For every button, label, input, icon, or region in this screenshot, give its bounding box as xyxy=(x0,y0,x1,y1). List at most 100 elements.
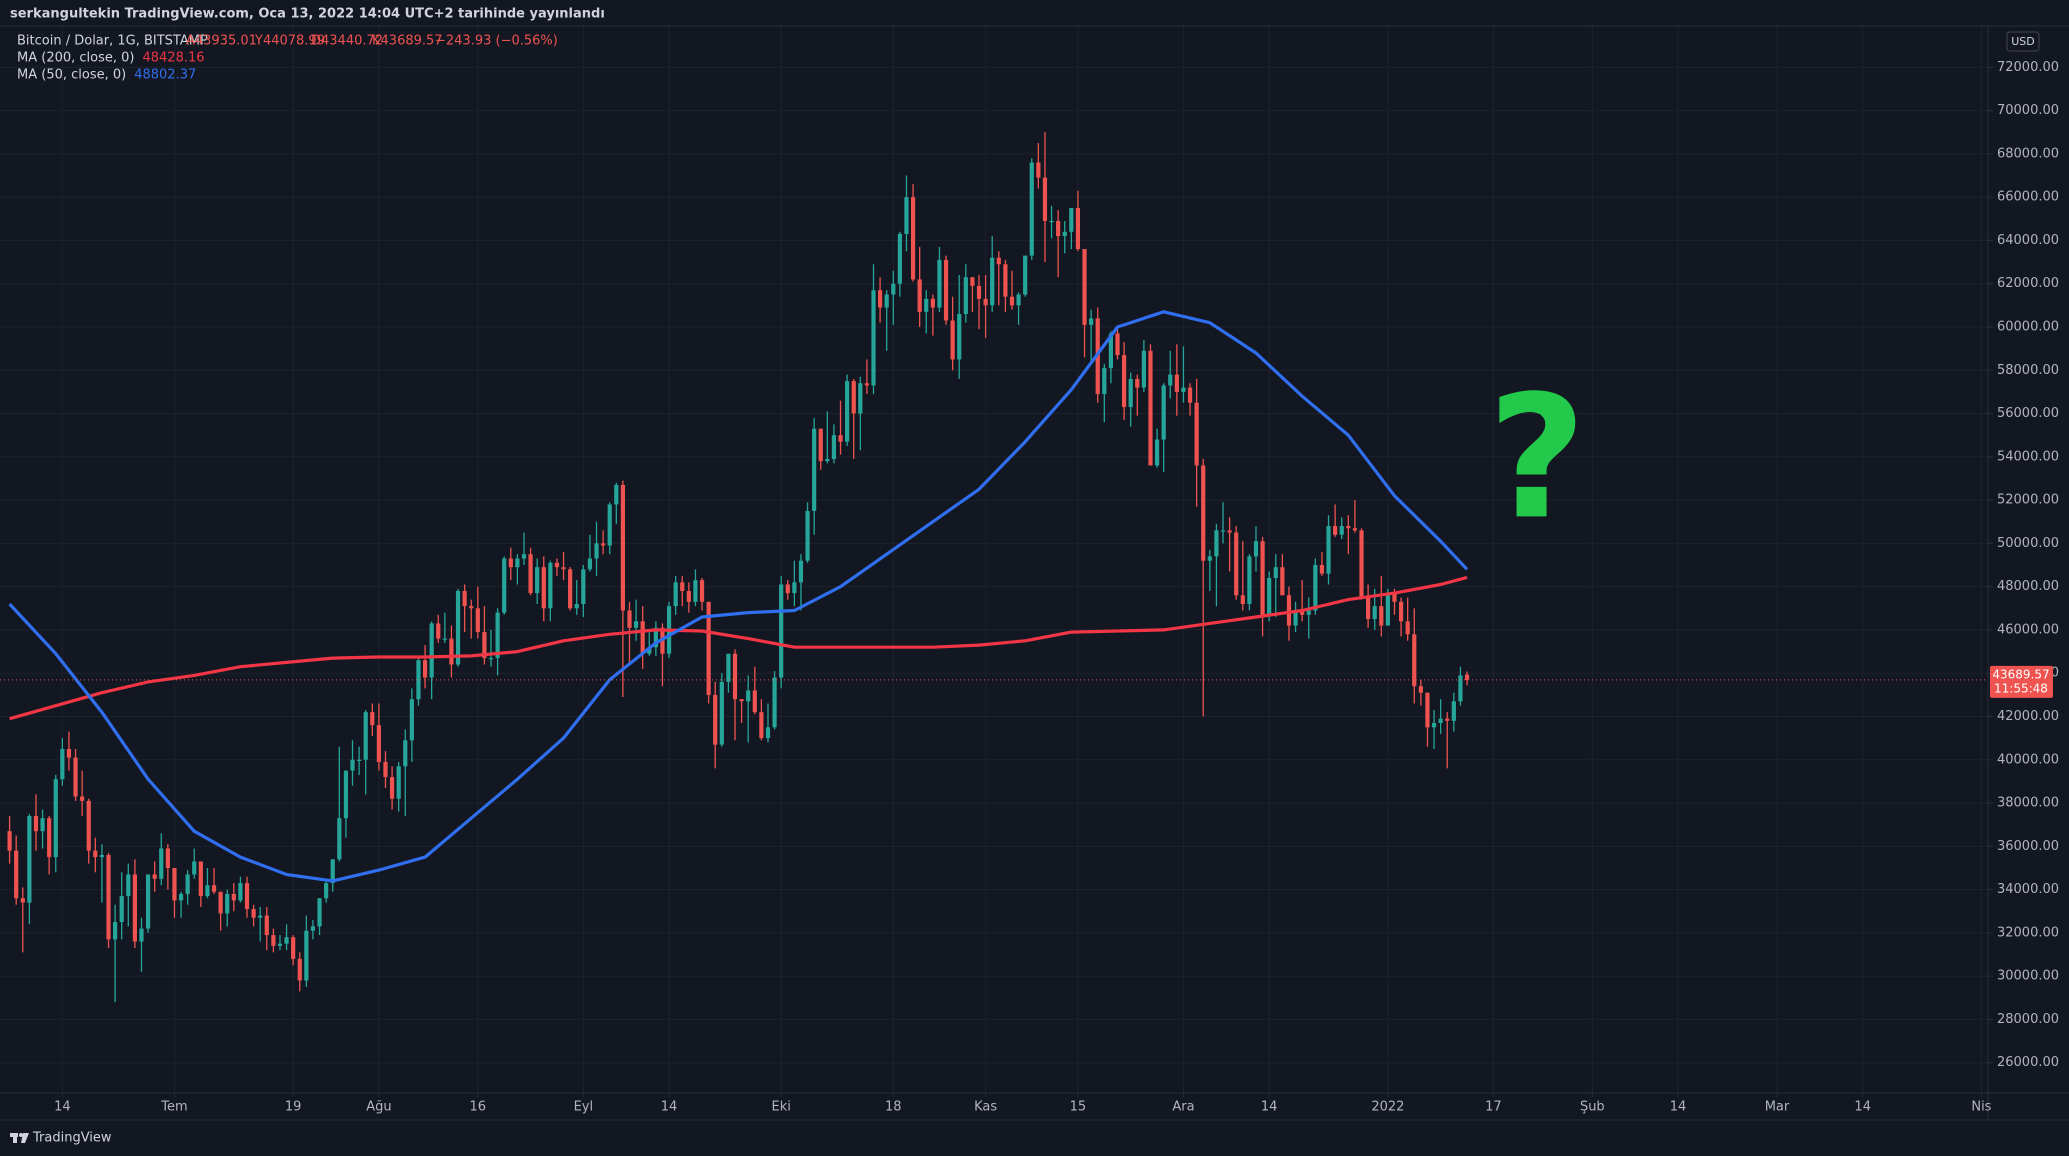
x-tick-label: 16 xyxy=(470,1100,487,1115)
candle-body xyxy=(1379,606,1384,626)
logo-mark xyxy=(19,1133,23,1137)
candle-body xyxy=(231,893,236,901)
candle-body xyxy=(673,582,678,607)
countdown: 11:55:48 xyxy=(1994,681,2048,695)
x-tick-label: Mar xyxy=(1765,1100,1790,1115)
candle-body xyxy=(1115,333,1120,356)
currency: USD xyxy=(2011,35,2035,48)
candle-body xyxy=(40,818,45,832)
candle-body xyxy=(482,632,487,659)
candle-body xyxy=(1247,556,1252,604)
annotation: ? xyxy=(1488,359,1587,557)
candle-body xyxy=(1003,264,1008,297)
candle-body xyxy=(396,766,401,799)
candle-body xyxy=(1352,528,1358,531)
candle-body xyxy=(1075,207,1081,250)
candle-body xyxy=(495,612,500,659)
y-tick-label: 48000.00 xyxy=(1997,579,2059,594)
x-tick-label: 14 xyxy=(661,1100,678,1115)
candle-body xyxy=(106,854,111,940)
candle-body xyxy=(1108,333,1114,369)
candle-body xyxy=(1069,207,1074,232)
candle-body xyxy=(271,935,276,946)
candle-body xyxy=(976,285,982,299)
candle-body xyxy=(864,383,870,386)
candle-body xyxy=(291,937,296,959)
candle-body xyxy=(1267,578,1272,615)
candle-body xyxy=(1154,439,1160,466)
candle-body xyxy=(897,233,902,284)
y-tick-label: 26000.00 xyxy=(1997,1055,2059,1070)
candle-body xyxy=(937,259,942,308)
candle-body xyxy=(1425,692,1430,728)
candle-body xyxy=(409,699,414,741)
legend-value: 48802.37 xyxy=(134,68,196,83)
candle-body xyxy=(310,926,316,931)
candle-body xyxy=(785,584,790,594)
x-tick-label: Ara xyxy=(1172,1100,1194,1115)
candle-body xyxy=(60,748,65,780)
candle-body xyxy=(264,915,269,936)
x-tick-label: 2022 xyxy=(1371,1100,1404,1115)
candle-body xyxy=(1009,296,1015,306)
candle-body xyxy=(554,562,560,568)
y-tick-label: 34000.00 xyxy=(1997,882,2059,897)
y-tick-label: 54000.00 xyxy=(1997,449,2059,464)
y-tick-label: 60000.00 xyxy=(1997,319,2059,334)
candle-body xyxy=(475,608,480,633)
ohlc-value: Y44078.99 xyxy=(254,34,325,49)
candle-body xyxy=(521,554,527,559)
x-tick-label: Eyl xyxy=(574,1100,594,1115)
candle-body xyxy=(548,562,553,609)
candle-body xyxy=(1253,541,1259,557)
candle-body xyxy=(14,850,19,899)
candle-body xyxy=(627,610,632,628)
candle-body xyxy=(1260,541,1265,615)
y-tick-label: 52000.00 xyxy=(1997,493,2059,508)
y-tick-label: 72000.00 xyxy=(1997,60,2059,75)
candle-body xyxy=(541,567,546,609)
candle-body xyxy=(502,558,507,613)
candle-body xyxy=(601,543,606,546)
y-tick-label: 50000.00 xyxy=(1997,536,2059,551)
candle-body xyxy=(746,690,751,702)
x-tick-label: 19 xyxy=(285,1100,302,1115)
candle-body xyxy=(1412,634,1417,687)
candle-body xyxy=(1286,595,1292,626)
x-tick-label: 15 xyxy=(1070,1100,1087,1115)
candle-body xyxy=(950,320,955,360)
candle-body xyxy=(20,898,25,903)
candle-body xyxy=(871,290,876,386)
candle-body xyxy=(370,712,375,726)
candle-body xyxy=(113,922,118,940)
candle-body xyxy=(1234,532,1239,596)
y-tick-label: 46000.00 xyxy=(1997,622,2059,637)
x-tick-label: Kas xyxy=(974,1100,997,1115)
candle-body xyxy=(343,770,349,819)
candle-body xyxy=(225,893,230,914)
candle-body xyxy=(1174,374,1179,392)
candle-body xyxy=(1405,621,1410,635)
x-tick-label: 14 xyxy=(1261,1100,1278,1115)
candle-body xyxy=(436,623,441,639)
candle-body xyxy=(80,796,85,801)
candle-body xyxy=(1240,595,1245,604)
candle-body xyxy=(792,582,797,594)
candle-body xyxy=(831,435,837,459)
legend-value: 48428.16 xyxy=(142,51,204,66)
candle-body xyxy=(1148,350,1153,466)
y-tick-label: 42000.00 xyxy=(1997,709,2059,724)
candle-body xyxy=(317,898,322,927)
logo: TradingView xyxy=(10,1131,112,1146)
candle-body xyxy=(620,484,626,611)
candle-body xyxy=(515,558,520,568)
y-tick-label: 32000.00 xyxy=(1997,925,2059,940)
candle-body xyxy=(165,848,170,868)
candle-body xyxy=(686,590,691,602)
candle-body xyxy=(1313,565,1318,611)
candle-body xyxy=(739,699,744,702)
candle-body xyxy=(851,381,856,414)
candle-body xyxy=(858,383,863,414)
candle-body xyxy=(1293,610,1298,626)
